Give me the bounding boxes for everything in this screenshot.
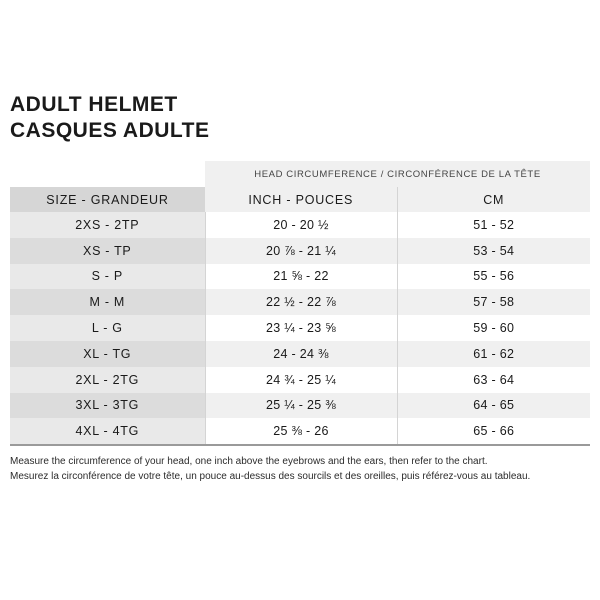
cell-cm: 65 - 66 [396, 418, 590, 447]
cell-cm: 57 - 58 [396, 289, 590, 316]
table-head: HEAD CIRCUMFERENCE / CIRCONFÉRENCE DE LA… [10, 161, 590, 212]
cell-inch: 20 - 20 ½ [204, 212, 397, 238]
table-row: XS - TP 20 ⅞ - 21 ¼ 53 - 54 [10, 237, 590, 264]
cell-inch: 24 ¾ - 25 ¼ [204, 366, 397, 393]
table-body: 2XS - 2TP 20 - 20 ½ 51 - 52 XS - TP 20 ⅞… [10, 212, 590, 447]
cell-size: 3XL - 3TG [10, 392, 205, 419]
title-english: ADULT HELMET [10, 93, 178, 116]
cell-inch: 25 ¼ - 25 ⅜ [204, 392, 397, 419]
span-header-row: HEAD CIRCUMFERENCE / CIRCONFÉRENCE DE LA… [10, 161, 590, 187]
instructions-french: Mesurez la circonférence de votre tête, … [10, 470, 531, 482]
head-circumference-band: HEAD CIRCUMFERENCE / CIRCONFÉRENCE DE LA… [205, 161, 590, 187]
table-row: L - G 23 ¼ - 23 ⅝ 59 - 60 [10, 315, 590, 341]
cell-inch: 21 ⅝ - 22 [204, 263, 397, 290]
table-row: 2XS - 2TP 20 - 20 ½ 51 - 52 [10, 212, 590, 238]
table-row: 2XL - 2TG 24 ¾ - 25 ¼ 63 - 64 [10, 366, 590, 393]
cell-size: M - M [10, 289, 205, 316]
cell-cm: 61 - 62 [396, 340, 590, 367]
cell-cm: 63 - 64 [396, 366, 590, 393]
cell-size: XL - TG [10, 340, 205, 367]
cell-cm: 64 - 65 [396, 392, 590, 419]
page-title: ADULT HELMET CASQUES ADULTE [10, 92, 570, 144]
cell-size: 2XS - 2TP [10, 212, 205, 238]
column-header-inch: INCH - POUCES [205, 187, 397, 212]
cell-size: L - G [10, 315, 205, 341]
cell-size: S - P [10, 263, 205, 290]
cell-size: 2XL - 2TG [10, 366, 205, 393]
table-row: 4XL - 4TG 25 ⅜ - 26 65 - 66 [10, 418, 590, 447]
cell-cm: 51 - 52 [396, 212, 590, 238]
table-row: 3XL - 3TG 25 ¼ - 25 ⅜ 64 - 65 [10, 392, 590, 419]
cell-inch: 22 ½ - 22 ⅞ [204, 289, 397, 316]
title-french: CASQUES ADULTE [10, 119, 210, 142]
cell-size: 4XL - 4TG [10, 418, 205, 447]
span-header-spacer [10, 161, 205, 187]
cell-inch: 20 ⅞ - 21 ¼ [204, 237, 397, 264]
cell-cm: 55 - 56 [396, 263, 590, 290]
cell-inch: 23 ¼ - 23 ⅝ [204, 315, 397, 341]
instructions-english: Measure the circumference of your head, … [10, 456, 488, 467]
cell-inch: 25 ⅜ - 26 [204, 418, 397, 447]
measurement-instructions: Measure the circumference of your head, … [10, 455, 585, 484]
column-header-cm: CM [396, 187, 590, 212]
cell-size: XS - TP [10, 237, 205, 264]
cell-cm: 53 - 54 [396, 237, 590, 264]
table-row: M - M 22 ½ - 22 ⅞ 57 - 58 [10, 289, 590, 316]
cell-inch: 24 - 24 ⅜ [204, 340, 397, 367]
table-row: XL - TG 24 - 24 ⅜ 61 - 62 [10, 340, 590, 367]
column-header-row: SIZE - GRANDEUR INCH - POUCES CM [10, 187, 590, 212]
column-header-size: SIZE - GRANDEUR [10, 187, 205, 212]
size-chart-table: HEAD CIRCUMFERENCE / CIRCONFÉRENCE DE LA… [10, 161, 590, 447]
table-row: S - P 21 ⅝ - 22 55 - 56 [10, 263, 590, 290]
cell-cm: 59 - 60 [396, 315, 590, 341]
